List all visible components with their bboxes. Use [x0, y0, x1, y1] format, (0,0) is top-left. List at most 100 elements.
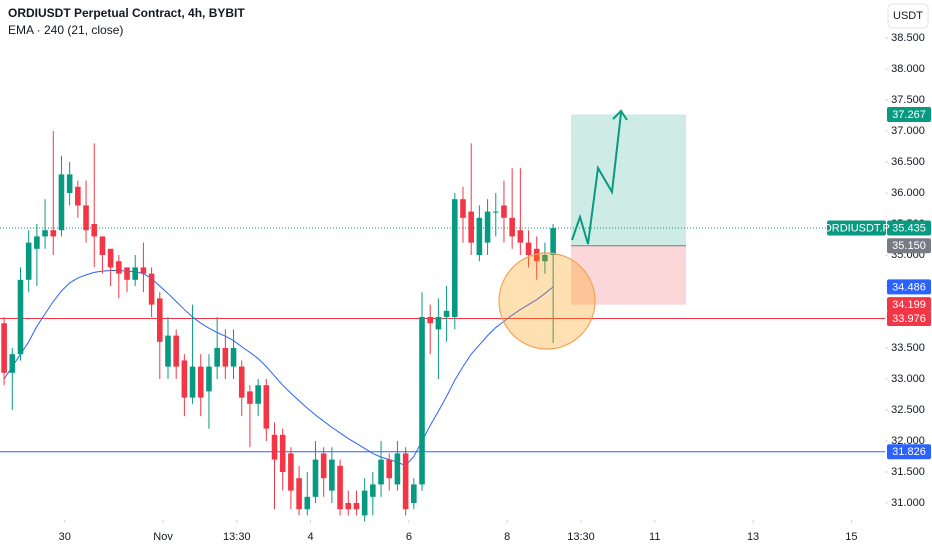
candle-body: [222, 348, 229, 367]
target-badge: [887, 106, 931, 122]
candle-body: [476, 217, 483, 256]
x-tick-label: 4: [308, 531, 314, 543]
candle-body: [189, 366, 196, 398]
highlight-circle: [498, 252, 596, 350]
symbol-tag: [827, 220, 886, 236]
candle-body: [238, 366, 245, 398]
entry-badge-label: 35.150: [892, 240, 926, 252]
candle-body: [173, 335, 179, 367]
target-zone: [571, 114, 686, 246]
candle-body: [337, 465, 343, 510]
candle-body: [509, 217, 515, 237]
y-tick-label: 38.500: [891, 32, 925, 44]
candle-body: [550, 228, 556, 256]
ema-line: [3, 270, 554, 467]
x-tick-label: 30: [59, 531, 71, 543]
candle-body: [34, 236, 40, 249]
y-tick-label: 33.000: [891, 373, 925, 385]
candle-body: [214, 348, 220, 367]
symbol-tag-label: ORDIUSDT.P: [823, 222, 890, 234]
y-tick-label: 33.500: [891, 342, 925, 354]
candle-body: [247, 391, 253, 404]
candle-body: [50, 230, 57, 237]
candle-body: [411, 484, 417, 504]
candle-body: [206, 366, 212, 392]
entry-badge: [887, 238, 931, 254]
x-tick-label: Nov: [153, 531, 173, 543]
y-tick-label: 32.000: [891, 435, 925, 447]
candle-body: [99, 236, 106, 256]
candle-body: [75, 186, 81, 206]
candle-body: [492, 211, 499, 213]
candle-body: [116, 261, 122, 274]
candle-body: [353, 503, 360, 510]
candle-body: [181, 360, 188, 398]
candle-body: [271, 434, 278, 460]
candle-body: [197, 366, 204, 398]
chart-title: ORDIUSDT Perpetual Contract, 4h, BYBIT: [8, 6, 245, 20]
candle-body: [533, 248, 540, 262]
x-tick-label: 6: [406, 531, 412, 543]
candle-body: [460, 199, 466, 218]
candle-body: [17, 279, 24, 355]
candle-body: [427, 317, 434, 324]
target-badge-label: 37.267: [892, 109, 926, 121]
x-tick-label: 8: [504, 531, 510, 543]
candle-body: [140, 267, 147, 274]
last-price-badge: [887, 220, 931, 236]
currency-label[interactable]: USDT: [893, 10, 923, 22]
candle-body: [329, 459, 335, 491]
candle-body: [132, 267, 139, 280]
candle-body: [296, 478, 302, 510]
candle-body: [263, 385, 270, 429]
candle-body: [525, 242, 532, 256]
candle-body: [468, 211, 474, 243]
stop-badge: [887, 297, 931, 313]
candle-body: [320, 453, 327, 479]
x-tick-label: 13:30: [567, 531, 595, 543]
y-tick-label: 31.000: [891, 497, 925, 509]
candle-body: [107, 248, 114, 268]
currency-button[interactable]: [887, 3, 929, 29]
line-badge-label: 31.826: [892, 446, 926, 458]
candle-body: [501, 205, 507, 218]
candle-body: [484, 211, 491, 243]
x-tick-label: 13:30: [223, 531, 251, 543]
arrow-head: [612, 109, 628, 121]
candle-body: [25, 242, 32, 280]
candle-body: [83, 205, 89, 231]
candle-body: [304, 496, 311, 510]
stop-zone: [571, 245, 686, 305]
candle-body: [124, 267, 130, 280]
x-tick-label: 15: [845, 531, 857, 543]
candle-body: [91, 224, 98, 237]
y-tick-label: 31.500: [891, 466, 925, 478]
candle-body: [361, 490, 368, 516]
last-price-badge-label: 35.435: [892, 222, 926, 234]
candle-body: [419, 317, 425, 485]
candle-body: [386, 459, 393, 479]
line-badge: [887, 310, 931, 326]
candle-body: [288, 453, 294, 491]
line-badge-label: 33.976: [892, 313, 926, 325]
candle-body: [1, 323, 7, 373]
axis-layer: 31.00031.50032.00032.50033.00033.50034.0…: [59, 32, 931, 543]
candle-body: [279, 434, 286, 473]
candle-body: [58, 174, 65, 231]
indicator-label: EMA · 240 (21, close): [8, 23, 123, 37]
candle-body: [370, 484, 376, 497]
y-tick-label: 37.500: [891, 94, 925, 106]
candle-body: [443, 310, 450, 318]
stop-badge-label: 34.199: [892, 299, 926, 311]
main-layer: [0, 131, 885, 522]
candle-body: [451, 199, 458, 318]
y-tick-label: 36.000: [891, 187, 925, 199]
candle-body: [345, 503, 352, 510]
line-badge: [887, 444, 931, 460]
candle-body: [9, 354, 16, 373]
candle-body: [255, 385, 261, 404]
candle-body: [66, 174, 73, 194]
candle-body: [42, 230, 48, 237]
